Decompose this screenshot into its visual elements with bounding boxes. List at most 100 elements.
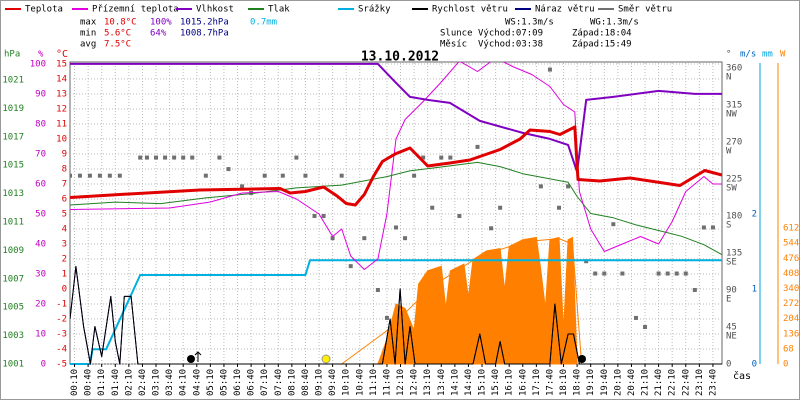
series-point	[70, 173, 72, 178]
x-tick-label: 03:40	[165, 369, 175, 396]
axis-tick-label: 612	[783, 224, 799, 234]
series-point	[375, 287, 380, 292]
axis-tick-label: 30	[35, 269, 46, 279]
axis-tick-label: 70	[35, 149, 46, 159]
stat-text: max	[80, 18, 97, 28]
axis-tick-label: 1013	[2, 189, 24, 199]
x-tick-label: 04:10	[179, 369, 189, 396]
axis-tick-label: 1	[752, 284, 757, 294]
axis-tick-label: 340	[783, 284, 799, 294]
stat-text: 5.6°C	[104, 29, 131, 39]
legend-label: Přízemní teplota	[92, 5, 179, 15]
x-tick-label: 19:10	[586, 369, 596, 396]
x-tick-label: 17:40	[545, 369, 555, 396]
axis-tick-label: 0	[41, 360, 46, 370]
stat-text: 1008.7hPa	[180, 29, 229, 39]
axis-tick-label: 136	[783, 329, 799, 339]
y-tick-label: 5	[62, 210, 67, 220]
y-tick-label: 15	[56, 60, 67, 70]
x-tick-label: 07:10	[260, 369, 270, 396]
axis-tick-label: 476	[783, 254, 799, 264]
legend: Teplota Přízemní teplota Vlhkost Tlak Srážky…	[5, 5, 672, 15]
series-point	[330, 236, 335, 241]
axis-tick-name: E	[726, 294, 731, 304]
series-point	[643, 324, 648, 329]
y-tick-label: 1	[62, 270, 67, 280]
x-tick-label: 16:10	[505, 369, 515, 396]
x-tick-label: 12:10	[396, 369, 406, 396]
series-point	[683, 271, 688, 276]
series-point	[203, 173, 208, 178]
series-point	[394, 225, 398, 230]
axis-tick-label: 50	[35, 209, 46, 219]
axis-tick-label: 1011	[2, 218, 24, 228]
series-line	[70, 62, 722, 270]
axis-tick-name: S	[726, 220, 731, 230]
axis-tick-label: 272	[783, 299, 799, 309]
axis-tick-label: 0	[783, 360, 788, 370]
x-tick-label: 21:10	[641, 369, 651, 396]
series-point	[303, 173, 308, 178]
x-tick-label: 07:40	[274, 369, 284, 396]
stat-text: 10.8°C	[104, 18, 137, 28]
series-point	[154, 155, 159, 160]
series-point	[710, 225, 715, 230]
legend-label: Teplota	[25, 5, 63, 15]
x-tick-label: 04:40	[192, 369, 202, 396]
x-tick-label: 20:40	[627, 369, 637, 396]
axis-unit: mm	[762, 50, 773, 60]
series-point	[163, 155, 168, 160]
axis-tick-label: 2	[752, 209, 757, 219]
x-tick-label: 16:40	[518, 369, 528, 396]
series-point	[87, 173, 92, 178]
sunset-marker	[578, 355, 586, 363]
series-point	[498, 205, 503, 210]
info-text: WG:1.3m/s	[590, 18, 639, 28]
axis-tick-label: 80	[35, 119, 46, 129]
series-point	[97, 173, 102, 178]
axis-tick-label: 1005	[2, 303, 24, 313]
axis-tick-label: 40	[35, 239, 46, 249]
x-tick-label: 05:40	[219, 369, 229, 396]
axis-tick-name: NE	[726, 331, 737, 341]
series-point	[656, 271, 661, 276]
x-tick-label: 01:40	[111, 369, 121, 396]
x-tick-label: 14:10	[450, 369, 460, 396]
series-point	[701, 225, 706, 230]
x-tick-label: 06:10	[233, 369, 243, 396]
y-tick-label: 6	[62, 195, 67, 205]
y-tick-label: 0	[62, 285, 67, 295]
x-tick-label: 10:40	[355, 369, 365, 396]
axis-tick-label: 1017	[2, 132, 24, 142]
axis-tick-label: 68	[783, 344, 794, 354]
x-tick-label: 09:40	[328, 369, 338, 396]
series-point	[144, 155, 149, 160]
y-tick-label: 13	[56, 90, 67, 100]
series-point	[421, 155, 426, 160]
legend-label: Vlhkost	[196, 5, 234, 15]
axis-tick-label: 90	[35, 89, 46, 99]
series-point	[138, 155, 143, 160]
x-tick-label: 22:40	[681, 369, 691, 396]
series-point	[448, 155, 453, 160]
moonrise-marker	[187, 355, 195, 363]
axis-unit: W	[780, 50, 786, 60]
x-tick-label: 05:10	[206, 369, 216, 396]
series-point	[674, 271, 679, 276]
series-point	[692, 287, 697, 292]
x-tick-label: 10:10	[342, 369, 352, 396]
stat-text: avg	[80, 40, 96, 50]
y-tick-label: -3	[56, 330, 67, 340]
axis-tick-name: NW	[726, 109, 737, 119]
series-point	[412, 173, 417, 178]
stat-text: min	[80, 29, 96, 39]
axis-unit: %	[38, 50, 44, 60]
series-point	[384, 315, 389, 320]
series-point	[439, 155, 444, 160]
axis-tick-label: 1015	[2, 161, 24, 171]
axis-tick-label: 60	[35, 179, 46, 189]
axis-tick-label: 1009	[2, 246, 24, 256]
series-point	[226, 167, 231, 172]
y-tick-label: -1	[56, 300, 67, 310]
